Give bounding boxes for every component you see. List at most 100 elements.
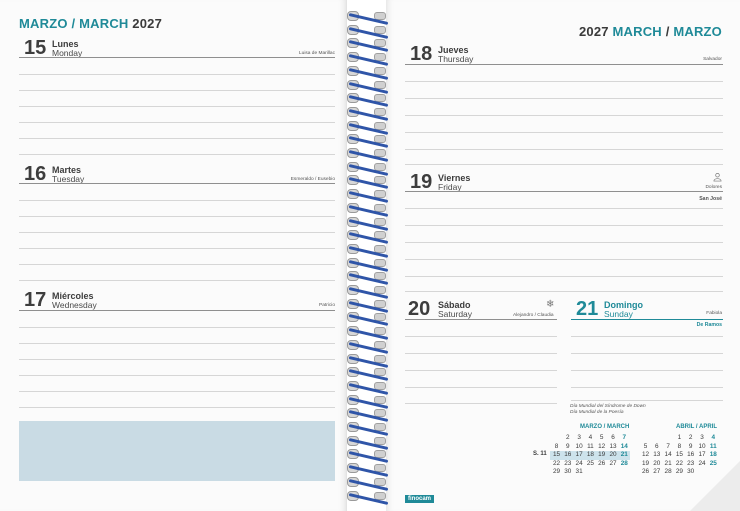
spiral-coil bbox=[343, 79, 389, 94]
saint-name: Alejandro / Claudia bbox=[513, 313, 554, 318]
event-item: Día Mundial del Síndrome de Down bbox=[570, 404, 646, 409]
spiral-coil bbox=[343, 353, 389, 368]
spiral-coil bbox=[343, 339, 389, 354]
mini-calendar-day: 4 bbox=[711, 434, 716, 441]
writing-line bbox=[19, 280, 335, 281]
spiral-coil bbox=[343, 421, 389, 436]
writing-line bbox=[19, 407, 335, 408]
spiral-coil bbox=[343, 37, 389, 53]
mini-calendar-day: 2 bbox=[566, 434, 570, 441]
writing-line bbox=[405, 149, 723, 150]
events-list: Día Mundial del Síndrome de Down Día Mun… bbox=[570, 404, 646, 416]
mini-calendar-day: 12 bbox=[598, 442, 606, 450]
page-corner-fold bbox=[690, 461, 740, 511]
header-year: 2027 bbox=[578, 24, 613, 39]
spiral-coil bbox=[343, 435, 389, 450]
mini-calendar-day: 3 bbox=[700, 434, 704, 441]
spiral-coil bbox=[343, 65, 389, 80]
mini-calendar-day: 5 bbox=[599, 434, 604, 441]
header-month-en: MARCH bbox=[612, 24, 662, 39]
day-number: 16 bbox=[24, 163, 47, 185]
writing-line bbox=[405, 164, 723, 165]
mini-calendar-day: 17 bbox=[575, 451, 583, 458]
writing-line bbox=[571, 400, 723, 401]
spiral-coil bbox=[343, 10, 389, 25]
day-rule bbox=[405, 319, 557, 320]
day-name-es: Miércoles bbox=[52, 291, 94, 301]
writing-line bbox=[19, 264, 335, 265]
writing-line bbox=[571, 336, 723, 337]
day-number: 15 bbox=[24, 37, 47, 59]
mini-calendar-day: 15 bbox=[552, 451, 561, 458]
spiral-coil bbox=[343, 51, 389, 67]
day-number: 17 bbox=[24, 289, 47, 311]
saint-name: Patricio bbox=[319, 303, 335, 308]
mini-calendar-day: 28 bbox=[664, 468, 672, 475]
mini-calendar-day: 22 bbox=[552, 459, 561, 467]
saint-name: Esmeraldo / Eusebio bbox=[290, 177, 335, 182]
writing-line bbox=[19, 122, 335, 123]
holiday-label: De Ramos bbox=[696, 322, 722, 328]
day-rule bbox=[405, 191, 723, 192]
writing-line bbox=[405, 291, 723, 292]
day-rule bbox=[19, 183, 335, 184]
spiral-coil bbox=[343, 311, 389, 327]
spiral-coil bbox=[343, 24, 389, 39]
writing-line bbox=[405, 387, 557, 388]
spiral-coil bbox=[343, 106, 389, 121]
day-rule bbox=[405, 64, 723, 65]
mini-calendar-day: 26 bbox=[641, 468, 650, 475]
mini-calendar-day: 20 bbox=[609, 451, 617, 458]
day-name-en: Friday bbox=[438, 182, 462, 192]
writing-line bbox=[19, 232, 335, 233]
writing-line bbox=[405, 81, 723, 82]
mini-calendar-day: 11 bbox=[587, 442, 594, 450]
mini-calendar-day: 24 bbox=[575, 459, 583, 467]
mini-calendar-day: 2 bbox=[688, 434, 693, 441]
left-page-header: MARZO / MARCH 2027 bbox=[19, 16, 162, 31]
day-number: 19 bbox=[410, 171, 433, 193]
spiral-coil bbox=[343, 257, 389, 272]
header-month-es: MARZO bbox=[673, 24, 722, 39]
spiral-coil bbox=[343, 161, 389, 176]
mini-calendar-day: 12 bbox=[641, 451, 650, 458]
mini-calendar-day: 7 bbox=[666, 442, 670, 450]
header-sep: / bbox=[661, 24, 674, 39]
header-month-es: MARZO bbox=[19, 16, 68, 31]
mini-calendar-day: 6 bbox=[611, 434, 615, 441]
brand-logo: finocam bbox=[405, 495, 435, 503]
spiral-coil bbox=[343, 448, 389, 464]
event-item: Día Mundial de la Poesía bbox=[570, 410, 624, 415]
writing-line bbox=[19, 248, 335, 249]
writing-line bbox=[405, 98, 723, 99]
writing-line bbox=[19, 90, 335, 91]
mini-calendar-title: ABRIL / APRIL bbox=[676, 424, 718, 430]
spiral-coil bbox=[343, 243, 389, 258]
mini-calendar-day: 27 bbox=[609, 459, 617, 467]
header-year: 2027 bbox=[128, 16, 163, 31]
header-month-en: MARCH bbox=[79, 16, 129, 31]
person-icon bbox=[713, 173, 722, 182]
mini-calendar-day: 21 bbox=[664, 459, 672, 467]
day-number: 20 bbox=[408, 298, 431, 320]
mini-calendar-day: 31 bbox=[575, 468, 583, 475]
day-name-es: Viernes bbox=[438, 173, 471, 183]
mini-calendar-day: 26 bbox=[598, 459, 606, 467]
mini-calendar-day: 23 bbox=[564, 459, 572, 467]
mini-calendar-day: 16 bbox=[564, 451, 572, 458]
day-rule bbox=[19, 310, 335, 311]
mini-calendar-day: 18 bbox=[586, 451, 594, 458]
writing-line bbox=[19, 327, 335, 328]
writing-line bbox=[405, 115, 723, 116]
mini-calendar-day: 9 bbox=[688, 442, 693, 450]
mini-calendar-day: 27 bbox=[653, 468, 661, 475]
mini-calendar-day: 11 bbox=[709, 442, 717, 450]
day-name-en: Saturday bbox=[438, 309, 473, 319]
mini-calendar-day: 14 bbox=[664, 451, 672, 458]
saint-name: Luisa de Marillac bbox=[299, 51, 335, 56]
notes-box[interactable] bbox=[19, 421, 335, 481]
mini-calendar-day: 13 bbox=[609, 442, 617, 450]
current-week-highlight bbox=[550, 451, 630, 460]
day-name-es: Domingo bbox=[604, 300, 643, 310]
header-sep: / bbox=[67, 16, 80, 31]
